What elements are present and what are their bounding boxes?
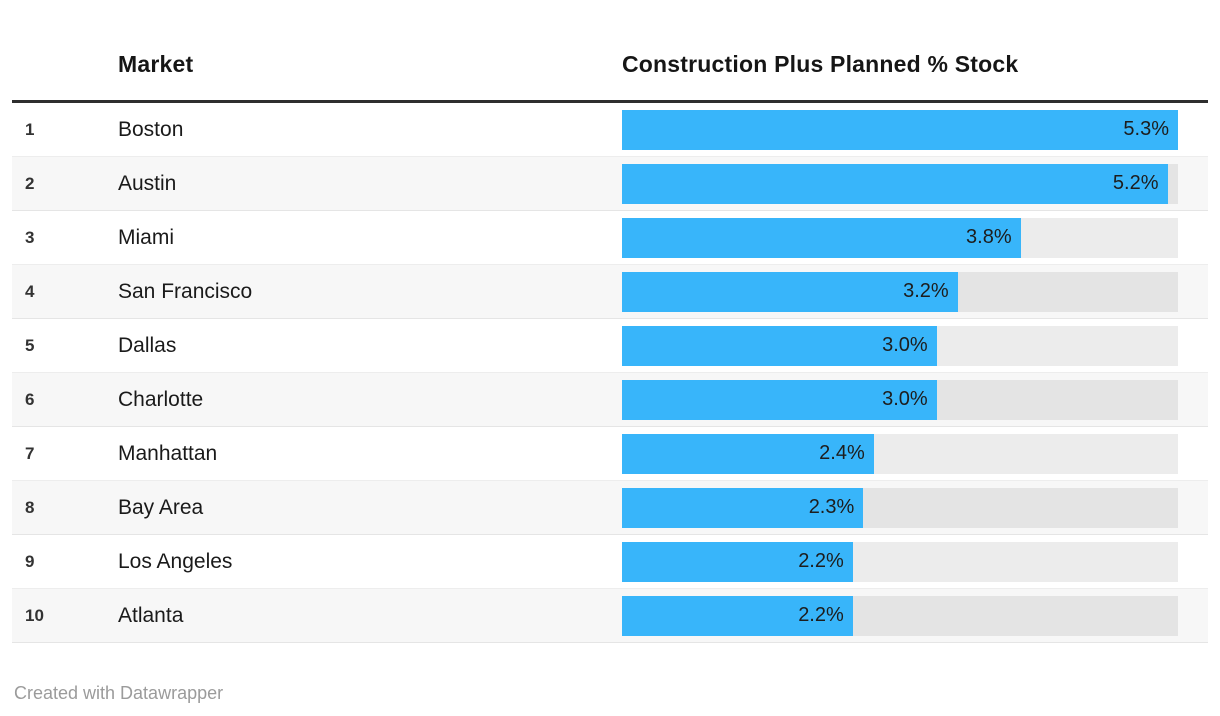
bar-value-label: 3.2% bbox=[903, 280, 949, 302]
bar-cell: 5.2% bbox=[622, 163, 1208, 204]
bar-track: 2.2% bbox=[622, 595, 1178, 636]
bar-cell: 3.0% bbox=[622, 325, 1208, 366]
bar-cell: 2.2% bbox=[622, 541, 1208, 582]
table-header: Market Construction Plus Planned % Stock bbox=[12, 0, 1208, 103]
table-row: 6 Charlotte 3.0% bbox=[12, 373, 1208, 427]
bar-cell: 2.4% bbox=[622, 433, 1208, 474]
table-row: 10 Atlanta 2.2% bbox=[12, 589, 1208, 643]
value-bar: 3.0% bbox=[622, 379, 937, 420]
bar-value-label: 3.0% bbox=[882, 388, 928, 410]
table-row: 7 Manhattan 2.4% bbox=[12, 427, 1208, 481]
value-bar: 3.0% bbox=[622, 325, 937, 366]
bar-track: 3.8% bbox=[622, 217, 1178, 258]
bar-value-label: 2.2% bbox=[798, 550, 844, 572]
value-bar: 3.2% bbox=[622, 271, 958, 312]
bar-track: 3.0% bbox=[622, 379, 1178, 420]
market-name-cell: Atlanta bbox=[118, 603, 184, 627]
bar-track: 2.4% bbox=[622, 433, 1178, 474]
bar-track: 5.3% bbox=[622, 109, 1178, 150]
bar-value-label: 3.0% bbox=[882, 334, 928, 356]
market-name-cell: Boston bbox=[118, 117, 184, 141]
market-name-cell: Los Angeles bbox=[118, 549, 233, 573]
rank-cell: 1 bbox=[25, 119, 35, 139]
value-bar: 2.2% bbox=[622, 595, 853, 636]
table-row: 5 Dallas 3.0% bbox=[12, 319, 1208, 373]
bar-track: 2.3% bbox=[622, 487, 1178, 528]
market-name-cell: Miami bbox=[118, 225, 174, 249]
table-row: 9 Los Angeles 2.2% bbox=[12, 535, 1208, 589]
rank-cell: 6 bbox=[25, 389, 35, 409]
rank-cell: 4 bbox=[25, 281, 35, 301]
value-bar: 5.2% bbox=[622, 163, 1168, 204]
market-name-cell: Austin bbox=[118, 171, 177, 195]
value-column-header: Construction Plus Planned % Stock bbox=[622, 51, 1019, 77]
bar-value-label: 5.3% bbox=[1123, 118, 1169, 140]
rank-cell: 7 bbox=[25, 443, 35, 463]
table-body: 1 Boston 5.3% 2 Austin 5.2% 3 Miami bbox=[12, 103, 1208, 643]
bar-value-label: 2.3% bbox=[808, 496, 855, 518]
value-bar: 2.2% bbox=[622, 541, 853, 582]
bar-track: 3.0% bbox=[622, 325, 1178, 366]
value-bar: 3.8% bbox=[622, 217, 1021, 258]
market-column-header: Market bbox=[118, 51, 194, 77]
rank-cell: 9 bbox=[25, 551, 35, 571]
bar-cell: 3.2% bbox=[622, 271, 1208, 312]
bar-value-label: 2.2% bbox=[798, 604, 844, 626]
rank-cell: 5 bbox=[25, 335, 35, 355]
market-name-cell: Charlotte bbox=[118, 387, 204, 411]
rank-cell: 8 bbox=[25, 497, 35, 517]
value-bar: 2.3% bbox=[622, 487, 864, 528]
bar-value-label: 2.4% bbox=[819, 442, 865, 464]
value-bar: 2.4% bbox=[622, 433, 874, 474]
table-row: 8 Bay Area 2.3% bbox=[12, 481, 1208, 535]
rank-cell: 2 bbox=[25, 173, 35, 193]
bar-cell: 3.0% bbox=[622, 379, 1208, 420]
table-row: 2 Austin 5.2% bbox=[12, 157, 1208, 211]
bar-cell: 3.8% bbox=[622, 217, 1208, 258]
table-row: 4 San Francisco 3.2% bbox=[12, 265, 1208, 319]
bar-value-label: 5.2% bbox=[1112, 172, 1159, 194]
market-name-cell: Dallas bbox=[118, 333, 177, 357]
table-row: 3 Miami 3.8% bbox=[12, 211, 1208, 265]
datawrapper-credit-link[interactable]: Created with Datawrapper bbox=[14, 683, 224, 703]
rank-cell: 3 bbox=[25, 227, 35, 247]
bar-cell: 2.2% bbox=[622, 595, 1208, 636]
bar-value-label: 3.8% bbox=[966, 226, 1012, 248]
bar-cell: 2.3% bbox=[622, 487, 1208, 528]
market-name-cell: Manhattan bbox=[118, 441, 218, 465]
bar-track: 5.2% bbox=[622, 163, 1178, 204]
bar-cell: 5.3% bbox=[622, 109, 1208, 150]
market-name-cell: San Francisco bbox=[118, 279, 253, 303]
bar-track: 3.2% bbox=[622, 271, 1178, 312]
table-row: 1 Boston 5.3% bbox=[12, 103, 1208, 157]
rank-cell: 10 bbox=[25, 605, 44, 625]
rank-column-header bbox=[12, 50, 118, 78]
market-name-cell: Bay Area bbox=[118, 495, 204, 519]
value-bar: 5.3% bbox=[622, 109, 1178, 150]
bar-track: 2.2% bbox=[622, 541, 1178, 582]
